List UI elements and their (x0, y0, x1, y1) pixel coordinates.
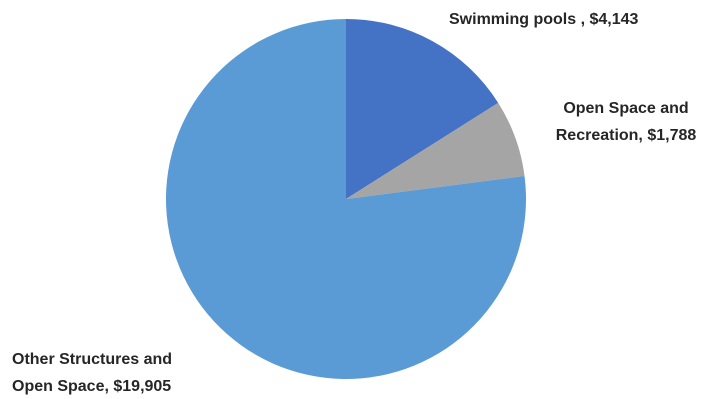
slice-label-swimming-pools: Swimming pools , $4,143 (449, 11, 638, 28)
slice-label-line: Swimming pools , $4,143 (449, 11, 638, 28)
slice-label-line: Open Space, $19,905 (12, 378, 171, 395)
pie-slices (166, 19, 527, 379)
slice-label-line: Recreation, $1,788 (556, 127, 697, 144)
pie-slice-swimming-pools (346, 19, 499, 199)
slice-label-other-structures-and-open-space: Other Structures and Open Space, $19,905 (12, 351, 172, 395)
pie-slice-open-space-and-recreation (346, 102, 525, 199)
slice-label-line: Open Space and (563, 100, 688, 117)
pie-slice-other-structures-and-open-space (166, 19, 527, 379)
pie-labels: Swimming pools , $4,143 Open Space and Rec… (12, 11, 696, 395)
slice-label-open-space-and-recreation: Open Space and Recreation, $1,788 (556, 100, 697, 144)
slice-label-line: Other Structures and (12, 351, 172, 368)
